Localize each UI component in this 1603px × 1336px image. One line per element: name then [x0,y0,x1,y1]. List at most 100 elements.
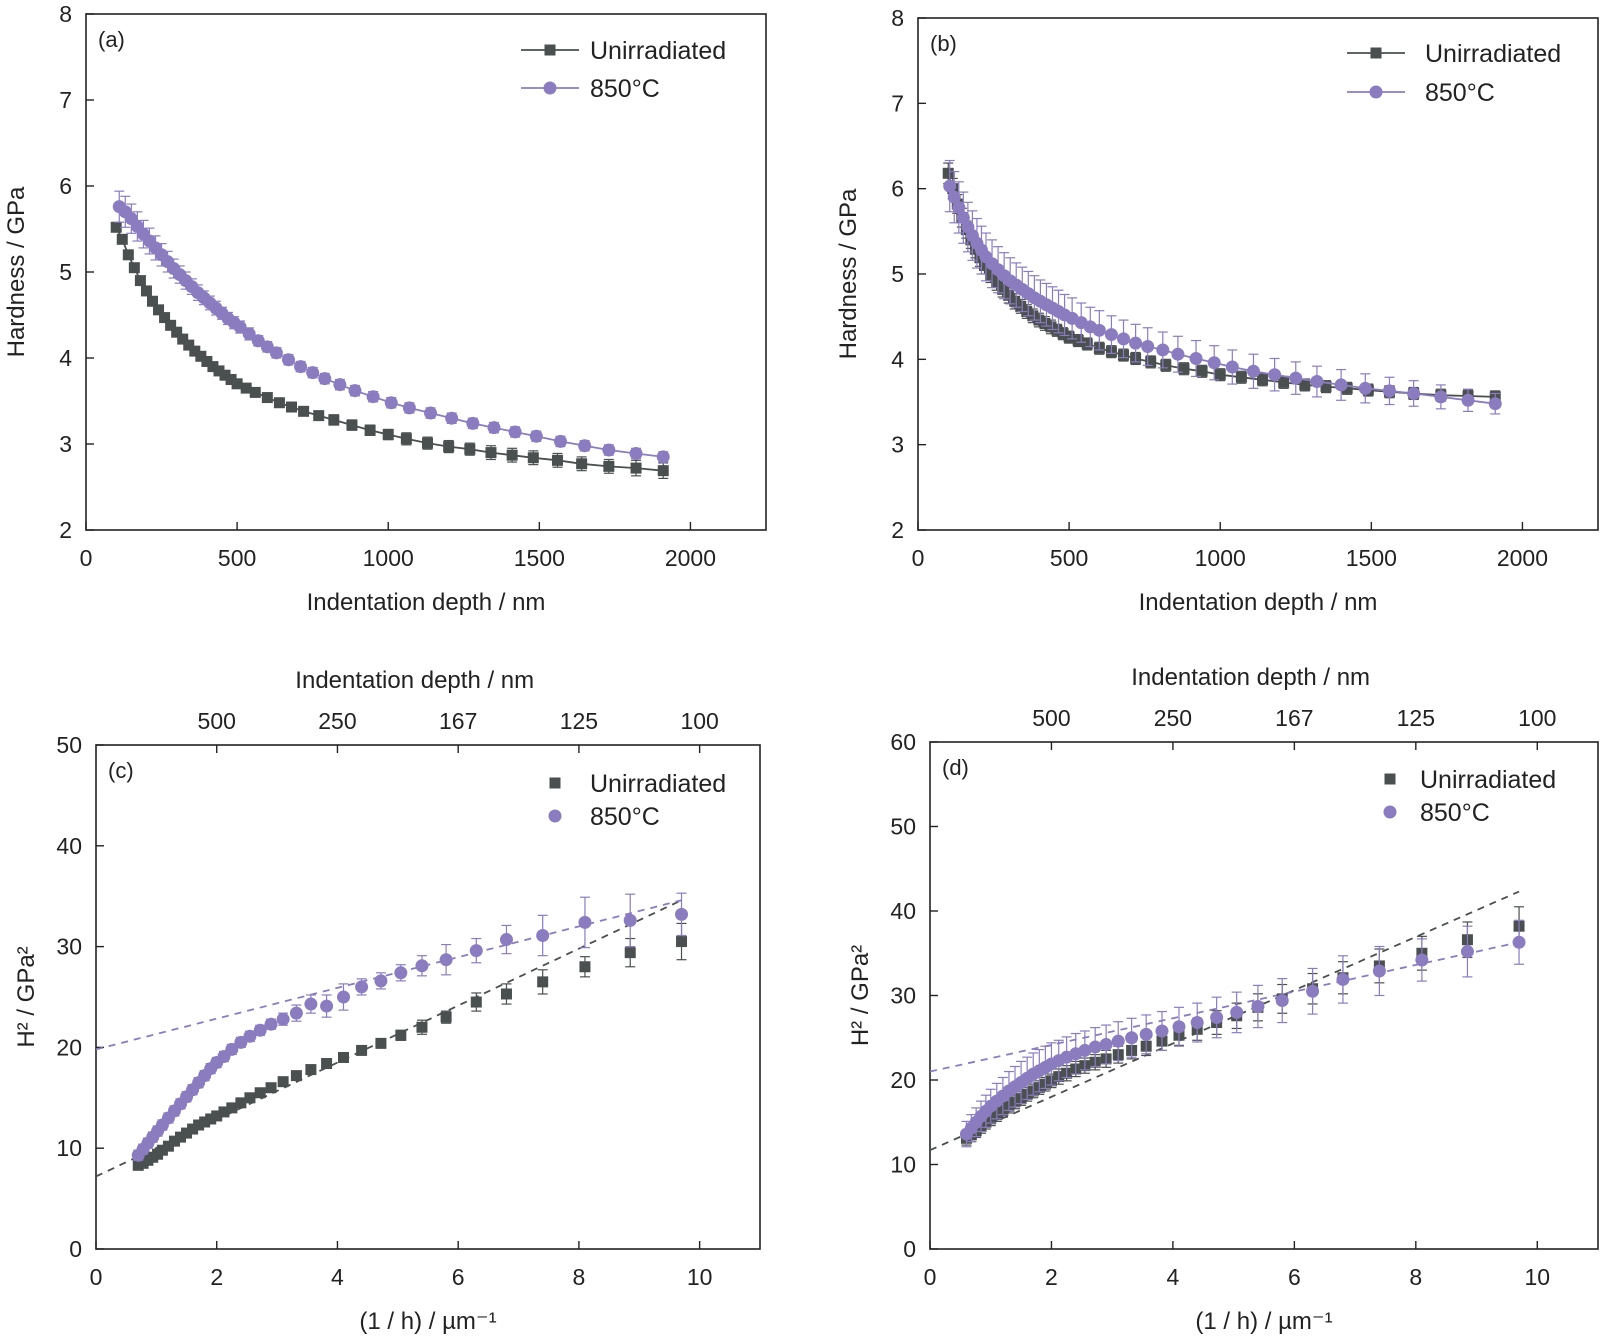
data-point [165,319,177,331]
legend-marker [1369,85,1383,99]
y-tick-label: 2 [59,517,72,543]
legend: Unirradiated 850°C [1347,40,1561,107]
legend-marker [1370,47,1382,59]
legend-marker [1383,805,1397,819]
data-area [96,892,689,1178]
data-point [1088,1040,1102,1054]
data-point [602,443,616,457]
data-point [321,1058,333,1070]
data-point [294,360,308,374]
data-point [1141,340,1155,354]
x-tick-label: 0 [80,545,93,571]
data-point [116,233,128,245]
data-point [485,447,497,459]
data-point [527,452,539,464]
data-point [207,361,219,373]
data-point [537,976,549,988]
x-tick-label: 8 [573,1264,586,1290]
data-point [985,269,997,281]
data-point [942,167,954,179]
data-point [529,429,543,443]
x-tick-label: 1500 [514,545,565,571]
legend-label: Unirradiated [1425,40,1561,68]
series-irradiated [943,159,1502,415]
data-point [364,424,376,436]
data-point [366,390,380,404]
data-point [218,1106,230,1118]
data-point [356,1044,368,1056]
series-line [947,173,1496,398]
data-point [177,333,189,345]
data-point [201,355,213,367]
data-point [374,974,388,988]
data-point [500,988,512,1000]
data-point [348,384,362,398]
data-point [578,439,592,453]
data-point [578,915,592,929]
fit-line-unirradiated [930,890,1520,1151]
data-point [1512,935,1526,949]
data-point [273,397,285,409]
data-point [183,339,195,351]
y-tick-label: 50 [56,732,82,758]
data-point [1009,295,1021,307]
x-tick-label: 1500 [1346,545,1397,571]
legend-label: Unirradiated [590,37,726,65]
top-tick-label: 250 [1154,705,1192,731]
data-point [193,1119,205,1131]
data-point [254,1087,266,1099]
data-point [1178,363,1190,375]
legend-label: 850°C [590,75,660,103]
y-tick-label: 40 [56,833,82,859]
data-point [110,221,122,233]
top-tick-label: 167 [439,708,477,734]
data-point [305,1064,317,1076]
data-point [402,401,416,415]
data-point [226,1102,238,1114]
top-tick-label: 125 [560,708,598,734]
data-point [487,421,501,435]
top-tick-label: 167 [1275,705,1313,731]
y-tick-label: 5 [59,259,72,285]
legend-label: 850°C [590,803,660,831]
x-tick-label: 500 [218,545,256,571]
data-point [225,1042,239,1056]
data-point [656,450,670,464]
data-point [225,374,237,385]
plot-frame [929,741,1599,1250]
data-point [1196,365,1208,377]
data-point [508,425,522,439]
x-tick-label: 0 [90,1264,103,1290]
legend-marker [548,809,562,823]
data-point [499,933,513,947]
data-point [355,980,369,994]
data-point [676,936,688,948]
y-axis-title: Hardness / GPa [835,188,862,359]
data-point [153,304,165,316]
data-point [624,947,636,959]
data-point [630,462,642,474]
x-axis-title: Indentation depth / nm [307,589,546,616]
data-point [603,460,615,472]
data-point [276,1012,290,1026]
data-point [298,405,310,417]
y-tick-label: 7 [891,90,904,116]
data-point [978,259,990,271]
legend-marker [543,81,557,95]
data-point [1155,1024,1169,1038]
data-point [320,999,334,1013]
data-point [440,1011,452,1023]
legend-marker [549,777,561,789]
y-tick-label: 7 [59,87,72,113]
fit-line-irradiated [96,899,682,1051]
data-point [375,1037,387,1049]
y-tick-label: 20 [56,1034,82,1060]
data-point [231,378,243,390]
data-point [289,1006,303,1020]
data-point [1225,360,1239,374]
y-tick-label: 2 [891,517,904,543]
data-point [382,429,394,441]
data-point [122,249,134,261]
data-point [1125,1031,1139,1045]
series-irradiated [112,190,670,464]
